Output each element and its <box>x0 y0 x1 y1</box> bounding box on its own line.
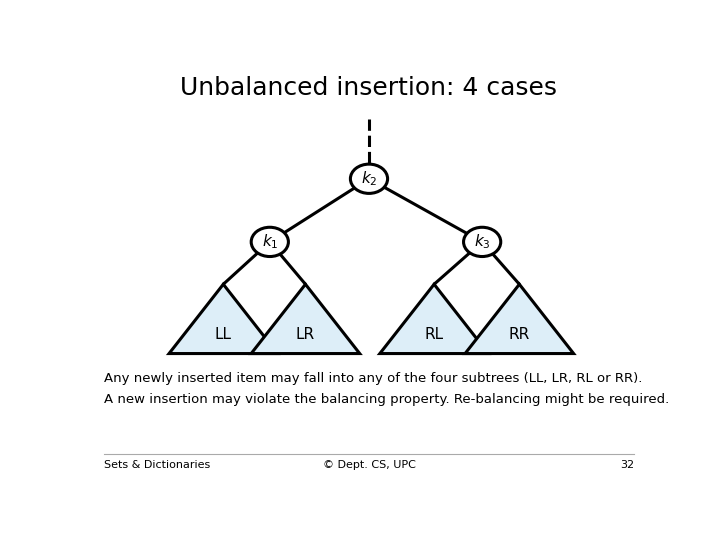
Text: $k_1$: $k_1$ <box>261 233 278 251</box>
Text: Sets & Dictionaries: Sets & Dictionaries <box>104 460 210 470</box>
Ellipse shape <box>351 164 387 193</box>
Text: Any newly inserted item may fall into any of the four subtrees (LL, LR, RL or RR: Any newly inserted item may fall into an… <box>104 373 642 386</box>
Polygon shape <box>251 284 360 354</box>
Text: 32: 32 <box>620 460 634 470</box>
Polygon shape <box>169 284 277 354</box>
Polygon shape <box>380 284 488 354</box>
Text: $k_2$: $k_2$ <box>361 170 377 188</box>
Text: LR: LR <box>296 327 315 342</box>
Text: RR: RR <box>509 327 530 342</box>
Text: Unbalanced insertion: 4 cases: Unbalanced insertion: 4 cases <box>181 76 557 100</box>
Text: RL: RL <box>425 327 444 342</box>
Polygon shape <box>465 284 574 354</box>
Ellipse shape <box>251 227 289 256</box>
Text: © Dept. CS, UPC: © Dept. CS, UPC <box>323 460 415 470</box>
Ellipse shape <box>464 227 500 256</box>
Text: A new insertion may violate the balancing property. Re-balancing might be requir: A new insertion may violate the balancin… <box>104 393 669 406</box>
Text: $k_3$: $k_3$ <box>474 233 490 251</box>
Text: LL: LL <box>215 327 232 342</box>
